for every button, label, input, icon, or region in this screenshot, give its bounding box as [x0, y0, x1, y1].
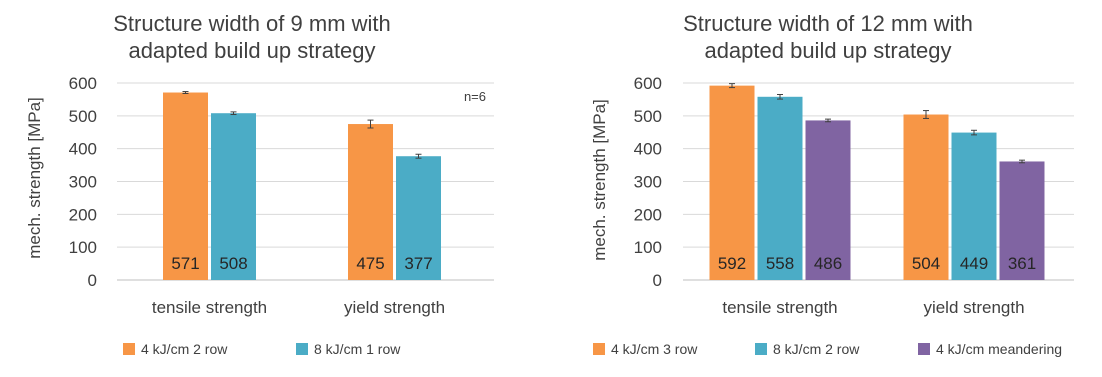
- legend-label: 8 kJ/cm 1 row: [314, 341, 401, 357]
- data-label: 377: [404, 254, 432, 273]
- error-bar: [230, 111, 237, 116]
- bar: [709, 85, 755, 280]
- chart-12mm: Structure width of 12 mm with adapted bu…: [590, 11, 1074, 357]
- legend: 4 kJ/cm 2 row 8 kJ/cm 1 row: [123, 341, 401, 357]
- data-label: 508: [219, 254, 247, 273]
- plot-area: 0 100 200 300 400 500 600 tensile strength 571 50…: [69, 74, 494, 317]
- error-bar: [1019, 159, 1025, 164]
- error-bar: [777, 93, 783, 100]
- legend-swatch: [123, 343, 135, 355]
- legend-swatch: [296, 343, 308, 355]
- chart-9mm: Structure width of 9 mm with adapted bui…: [25, 11, 494, 357]
- error-bar: [415, 153, 422, 159]
- annotation-n: n=6: [464, 89, 486, 104]
- data-label: 571: [171, 254, 199, 273]
- chart-title-line-2: adapted build up strategy: [704, 38, 951, 63]
- chart-title-line-1: Structure width of 9 mm with: [113, 11, 391, 36]
- y-tick-label: 400: [69, 140, 97, 159]
- category-label: yield strength: [344, 298, 445, 317]
- data-label: 486: [814, 254, 842, 273]
- y-axis-label: mech. strength [MPa]: [590, 99, 609, 261]
- error-bar: [923, 110, 929, 119]
- y-tick-label: 400: [634, 140, 662, 159]
- bar: [396, 156, 441, 280]
- bar: [805, 120, 851, 281]
- error-bar: [825, 118, 831, 123]
- chart-title-line-1: Structure width of 12 mm with: [683, 11, 973, 36]
- error-bar: [971, 129, 977, 136]
- data-label: 361: [1008, 254, 1036, 273]
- y-tick-label: 500: [69, 107, 97, 126]
- legend-label: 4 kJ/cm 3 row: [611, 341, 698, 357]
- y-tick-label: 200: [69, 205, 97, 224]
- y-tick-label: 500: [634, 107, 662, 126]
- legend-label: 8 kJ/cm 2 row: [773, 341, 860, 357]
- y-tick-label: 0: [653, 271, 662, 290]
- error-bar: [367, 119, 374, 129]
- y-tick-label: 0: [88, 271, 97, 290]
- legend-label: 4 kJ/cm 2 row: [141, 341, 228, 357]
- data-label: 592: [718, 254, 746, 273]
- bar: [951, 132, 997, 280]
- legend-swatch: [755, 343, 767, 355]
- chart-title-line-2: adapted build up strategy: [128, 38, 375, 63]
- bar: [211, 113, 256, 280]
- legend-label: 4 kJ/cm meandering: [936, 341, 1062, 357]
- bar: [757, 96, 803, 280]
- data-label: 558: [766, 254, 794, 273]
- plot-area: 0 100 200 300 400 500 600 tensile strength 592 55…: [634, 74, 1074, 317]
- error-bar: [729, 83, 735, 89]
- category-label: yield strength: [923, 298, 1024, 317]
- y-tick-label: 100: [69, 238, 97, 257]
- category-label: tensile strength: [722, 298, 837, 317]
- y-tick-label: 100: [634, 238, 662, 257]
- data-label: 504: [912, 254, 940, 273]
- y-tick-label: 600: [69, 74, 97, 93]
- legend: 4 kJ/cm 3 row 8 kJ/cm 2 row 4 kJ/cm meande…: [593, 341, 1062, 357]
- data-label: 475: [356, 254, 384, 273]
- bar: [903, 114, 949, 281]
- bar: [348, 124, 393, 281]
- y-tick-label: 200: [634, 205, 662, 224]
- legend-swatch: [593, 343, 605, 355]
- bar: [999, 161, 1045, 280]
- y-axis-label: mech. strength [MPa]: [25, 97, 44, 259]
- error-bar: [182, 91, 189, 95]
- data-label: 449: [960, 254, 988, 273]
- y-tick-label: 300: [69, 173, 97, 192]
- category-label: tensile strength: [152, 298, 267, 317]
- y-tick-label: 300: [634, 173, 662, 192]
- bar: [163, 92, 208, 280]
- y-tick-label: 600: [634, 74, 662, 93]
- legend-swatch: [918, 343, 930, 355]
